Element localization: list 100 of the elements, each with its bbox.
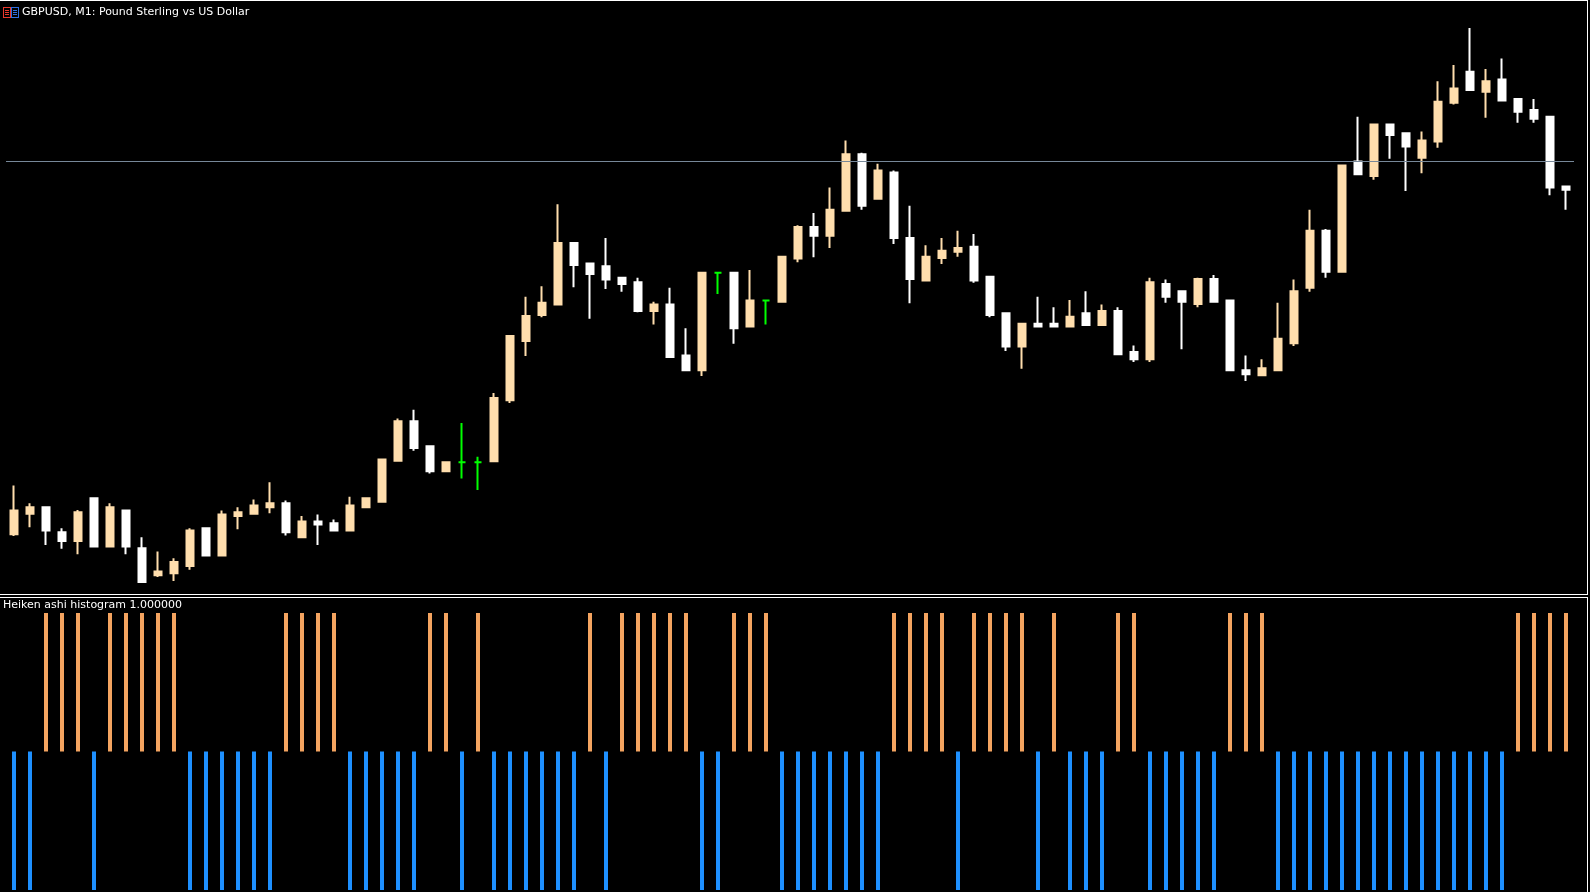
candlestick (937, 236, 947, 265)
candlestick (1497, 57, 1507, 102)
candlestick (1017, 322, 1027, 370)
candlestick (697, 271, 707, 377)
candlestick (265, 481, 275, 515)
candlestick (1337, 164, 1347, 273)
candlestick (809, 212, 819, 259)
candlestick (953, 229, 963, 258)
candlestick (857, 151, 867, 211)
candlestick (377, 458, 387, 503)
chart-title: Heiken ashi histogram 1.000000 (3, 598, 183, 611)
candlestick (1161, 278, 1171, 304)
candlestick (617, 276, 627, 293)
candlestick (1321, 228, 1331, 279)
candlestick (1193, 276, 1203, 309)
candlestick (873, 162, 883, 200)
candlestick (329, 518, 339, 533)
candlestick (1433, 80, 1443, 149)
candlestick (425, 445, 435, 475)
candlestick (1177, 290, 1187, 351)
candlestick (601, 236, 611, 290)
candlestick (73, 508, 83, 556)
candlestick (121, 509, 131, 556)
candlestick (921, 244, 931, 282)
candlestick (1113, 306, 1123, 356)
candlestick (1225, 299, 1235, 372)
candlestick (89, 497, 99, 548)
candlestick (521, 295, 531, 357)
candlestick (1369, 123, 1379, 181)
candlestick (1305, 208, 1315, 293)
candlestick (169, 557, 179, 582)
candlestick (1401, 132, 1411, 192)
candlestick (1385, 123, 1395, 160)
candlestick (409, 408, 419, 452)
candlestick (185, 527, 195, 571)
candlestick (1129, 344, 1139, 364)
candlestick (1545, 115, 1555, 197)
candlestick (841, 139, 851, 212)
candlestick (1273, 301, 1283, 372)
candlestick (585, 262, 595, 320)
candlestick (489, 392, 499, 463)
candlestick (505, 335, 515, 405)
candlestick (1513, 97, 1523, 124)
candlestick (665, 286, 675, 359)
candlestick (1561, 185, 1571, 211)
chart-title: GBPUSD, M1: Pound Sterling vs US Dollar (22, 5, 250, 18)
candlestick (825, 186, 835, 249)
candlestick (761, 299, 771, 326)
candlestick (297, 515, 307, 539)
candlestick (1417, 130, 1427, 175)
candlestick (361, 497, 371, 509)
candlestick (457, 422, 467, 480)
candlestick (569, 241, 579, 289)
candlestick (1257, 358, 1267, 377)
candlestick (105, 502, 115, 548)
candlestick (905, 204, 915, 305)
candlestick (1289, 278, 1299, 347)
candlestick (153, 550, 163, 579)
candlestick (57, 527, 67, 550)
candlestick (345, 495, 355, 533)
candlestick (1033, 295, 1043, 328)
candlestick (1049, 306, 1059, 329)
candlestick (233, 506, 243, 531)
candlestick (441, 461, 451, 473)
candlestick (249, 498, 259, 515)
candlestick (1465, 27, 1475, 92)
candlestick (1145, 276, 1155, 364)
candlestick (1241, 354, 1251, 382)
candlestick (281, 499, 291, 537)
candlestick (729, 271, 739, 345)
candlestick (9, 484, 19, 538)
candlestick (745, 269, 755, 328)
candlestick (969, 233, 979, 284)
candlestick (985, 275, 995, 319)
candlestick (41, 506, 51, 546)
candlestick (537, 285, 547, 319)
candlestick (1209, 274, 1219, 303)
candlestick (793, 224, 803, 264)
candlestick (1081, 290, 1091, 326)
candlestick (777, 255, 787, 303)
candlestick (137, 536, 147, 583)
candlestick (217, 509, 227, 557)
candlestick (393, 417, 403, 462)
candlestick (633, 276, 643, 314)
candlestick (713, 271, 723, 295)
candlestick (1001, 312, 1011, 352)
candlestick (1353, 115, 1363, 176)
candlestick (1097, 303, 1107, 326)
candlestick (1065, 299, 1075, 328)
candlestick (313, 513, 323, 546)
candlestick (1481, 68, 1491, 119)
candlestick (1449, 64, 1459, 106)
candlestick (553, 203, 563, 306)
candlestick (473, 455, 483, 492)
candlestick (889, 169, 899, 246)
candlestick (649, 300, 659, 326)
candlestick (681, 327, 691, 372)
candlestick (25, 502, 35, 529)
candlestick (1529, 97, 1539, 124)
candlestick (201, 527, 211, 557)
